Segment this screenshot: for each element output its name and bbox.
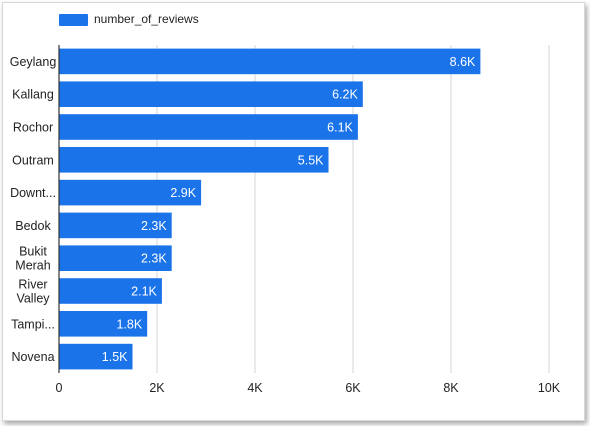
category-label: Merah xyxy=(15,259,50,273)
data-label: 2.3K xyxy=(141,219,167,233)
bar[interactable] xyxy=(59,343,133,370)
bar[interactable] xyxy=(59,179,202,206)
data-label: 6.1K xyxy=(327,121,353,135)
category-label: River xyxy=(18,278,47,292)
category-label: Downt... xyxy=(10,186,56,200)
bar[interactable] xyxy=(59,48,481,75)
x-tick-label: 4K xyxy=(247,381,263,395)
category-label: Valley xyxy=(16,292,50,306)
bar[interactable] xyxy=(59,245,172,271)
legend-label[interactable]: number_of_reviews xyxy=(94,12,199,26)
data-label: 1.8K xyxy=(116,317,142,331)
data-label: 8.6K xyxy=(450,55,476,69)
x-tick-label: 6K xyxy=(345,381,361,395)
category-label: Kallang xyxy=(12,88,54,102)
chart-card: number_of_reviews 0 2K 4K 6K 8K 10K Geylang 8.6… xyxy=(2,2,585,421)
category-label: Rochor xyxy=(13,121,53,135)
data-label: 2.3K xyxy=(141,252,167,266)
bar[interactable] xyxy=(59,311,148,337)
bar[interactable] xyxy=(59,147,329,173)
data-label: 5.5K xyxy=(298,153,324,167)
x-tick-label: 10K xyxy=(538,381,561,395)
category-label: Tampi... xyxy=(11,317,55,331)
x-tick-label: 0 xyxy=(56,381,63,395)
data-label: 2.9K xyxy=(170,186,196,200)
data-label: 1.5K xyxy=(102,350,128,364)
bar[interactable] xyxy=(59,114,358,140)
category-label: Bukit xyxy=(19,245,47,259)
x-tick-label: 8K xyxy=(443,381,459,395)
x-tick-label: 2K xyxy=(149,381,165,395)
category-label: Novena xyxy=(11,350,54,364)
bar[interactable] xyxy=(59,278,162,304)
bar[interactable] xyxy=(59,81,363,107)
category-label: Geylang xyxy=(10,55,57,69)
legend-swatch[interactable] xyxy=(59,14,88,26)
category-label: Bedok xyxy=(15,219,51,233)
category-label: Outram xyxy=(12,153,54,167)
bar-chart: 0 2K 4K 6K 8K 10K Geylang 8.6K Kallang 6.2K Rochor… xyxy=(10,45,561,395)
bar[interactable] xyxy=(59,212,172,239)
data-label: 2.1K xyxy=(131,285,157,299)
data-label: 6.2K xyxy=(332,88,358,102)
